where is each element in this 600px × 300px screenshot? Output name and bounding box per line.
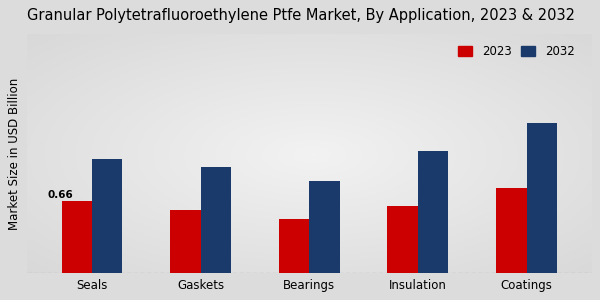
Y-axis label: Market Size in USD Billion: Market Size in USD Billion (8, 77, 22, 230)
Bar (309, 181, 340, 273)
Legend: 2023, 2032: 2023, 2032 (458, 45, 574, 58)
Bar (92, 159, 122, 273)
Text: Granular Polytetrafluoroethylene Ptfe Market, By Application, 2023 & 2032: Granular Polytetrafluoroethylene Ptfe Ma… (27, 8, 575, 23)
Bar (496, 188, 527, 273)
Bar (388, 206, 418, 273)
Text: 0.66: 0.66 (48, 190, 74, 200)
Bar (279, 219, 309, 273)
Bar (418, 152, 448, 273)
Bar (527, 123, 557, 273)
Bar (170, 210, 200, 273)
Bar (200, 167, 231, 273)
Bar (62, 201, 92, 273)
